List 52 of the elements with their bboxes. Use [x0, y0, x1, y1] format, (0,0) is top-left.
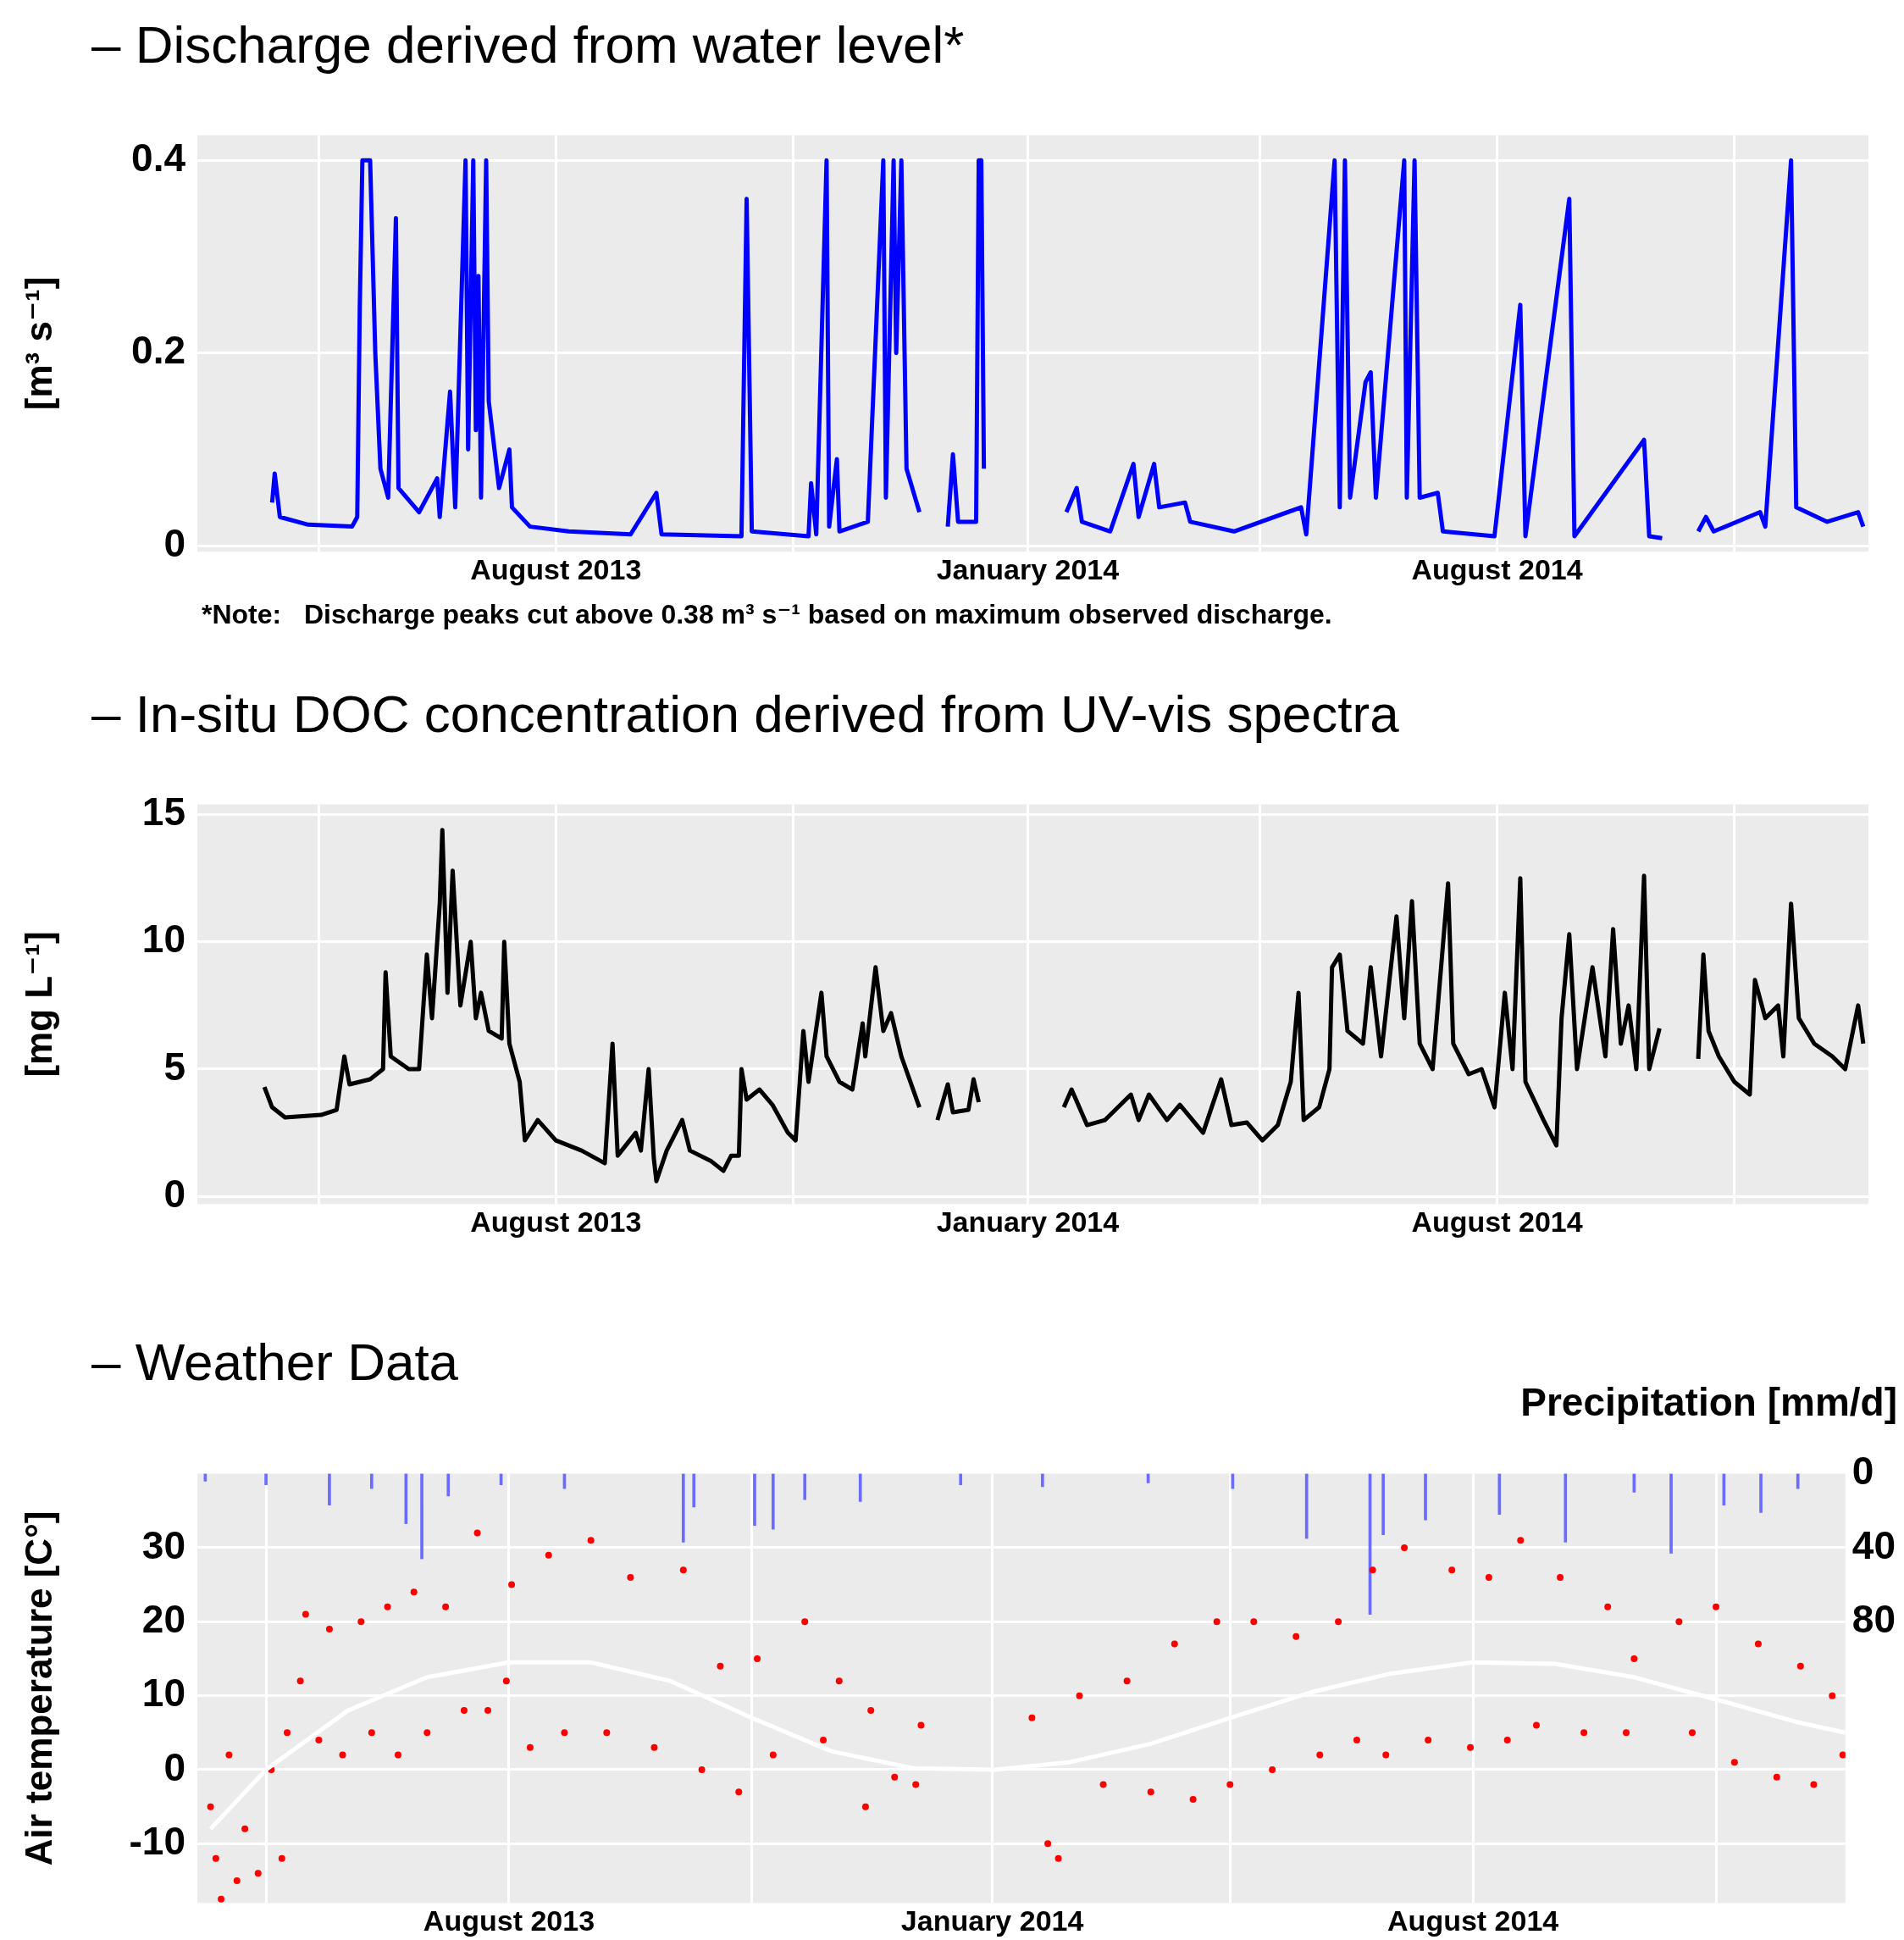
- bar: [1796, 1473, 1800, 1489]
- x-tick-label: January 2014: [900, 1904, 1084, 1937]
- y2-tick-label: 0: [1851, 1449, 1874, 1494]
- x-tick-label: August 2014: [1411, 1205, 1583, 1238]
- x-tick-label: August 2013: [423, 1904, 595, 1937]
- bar: [771, 1473, 775, 1530]
- x-tick-label: August 2014: [1411, 552, 1583, 585]
- bar: [959, 1473, 963, 1486]
- bar: [1564, 1473, 1568, 1543]
- bar: [420, 1473, 423, 1560]
- chart-title: – In-situ DOC concentration derived from UV-vis spectra: [91, 684, 1399, 745]
- y-tick-label: 0: [163, 521, 185, 566]
- y-tick-label: 0.2: [131, 328, 185, 373]
- y-tick-label: 30: [141, 1522, 185, 1567]
- y-axis-title: [mg L⁻¹]: [17, 931, 59, 1078]
- x-tick-label: January 2014: [936, 552, 1120, 585]
- y-tick-label: -10: [129, 1819, 185, 1864]
- bar: [692, 1473, 696, 1508]
- y2-tick-label: 80: [1851, 1596, 1896, 1641]
- bar: [753, 1473, 756, 1527]
- y-axis-title: [m³ s⁻¹]: [17, 276, 59, 411]
- bar: [446, 1473, 451, 1497]
- y-tick-label: 0.4: [131, 135, 186, 180]
- x-tick-label: August 2014: [1387, 1904, 1559, 1937]
- bar: [1381, 1473, 1385, 1535]
- text: *Note: Discharge peaks cut above 0.38 m³ s⁻¹ based on maximum observed discharge.: [202, 598, 1332, 630]
- bar: [803, 1473, 807, 1500]
- bar: [1041, 1473, 1044, 1488]
- chart-title: – Weather Data: [91, 1332, 459, 1393]
- bar: [1669, 1473, 1673, 1554]
- bar: [1304, 1473, 1309, 1539]
- y-tick-label: 20: [141, 1596, 185, 1641]
- bar: [328, 1473, 331, 1506]
- bar: [681, 1473, 685, 1543]
- y2-axis-title: Precipitation [mm/d]: [1520, 1379, 1897, 1425]
- x-tick-label: August 2013: [470, 552, 642, 585]
- y-tick-label: 15: [141, 790, 185, 834]
- y-tick-label: 10: [141, 1671, 185, 1716]
- x-tick-label: January 2014: [936, 1205, 1120, 1238]
- x-tick-label: August 2013: [470, 1205, 642, 1238]
- y-tick-label: 0: [163, 1744, 185, 1789]
- bar: [858, 1473, 862, 1502]
- bar: [1759, 1473, 1763, 1513]
- bar: [1424, 1473, 1427, 1521]
- y2-tick-label: 40: [1851, 1522, 1896, 1567]
- bar: [264, 1473, 268, 1486]
- y-tick-label: 5: [163, 1044, 185, 1089]
- chart-title: – Discharge derived from water level*: [91, 14, 965, 75]
- y-axis-title: Air temperature [C°]: [17, 1510, 59, 1866]
- y-tick-label: 10: [141, 917, 185, 962]
- bar: [369, 1473, 374, 1489]
- y-tick-label: 0: [163, 1171, 185, 1216]
